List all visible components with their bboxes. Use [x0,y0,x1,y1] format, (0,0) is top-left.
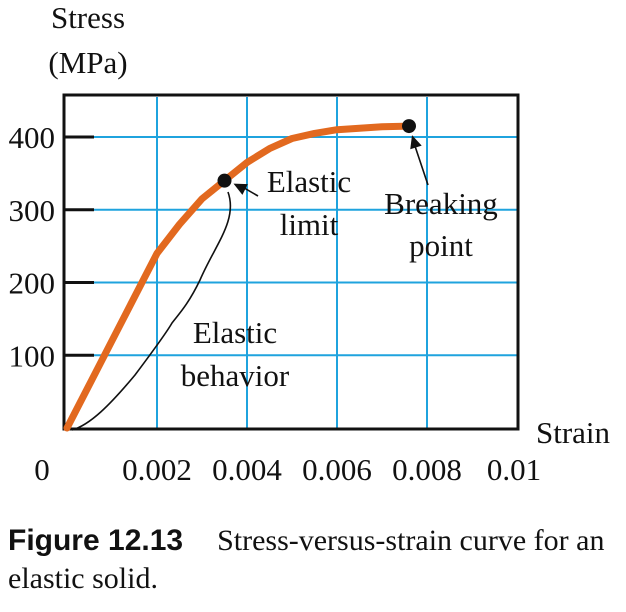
y-axis-label-line-2: (MPa) [48,45,127,80]
y-axis-label-line-1: Stress [51,0,125,35]
x-tick-label: 0.002 [122,452,192,487]
y-tick-label: 400 [9,120,56,155]
x-tick-label: 0.004 [212,452,282,487]
elastic-limit-arrowhead [233,183,248,195]
axis-layer [62,93,520,431]
stress-strain-curve [63,122,413,432]
y-tick-labels: 100 200 300 400 [9,120,56,373]
breaking-point-marker [402,119,416,134]
x-tick-label: 0.008 [392,452,462,487]
elastic-behavior-brace [71,191,232,431]
breaking-point-label-line-1: Breaking [384,186,498,221]
x-tick-labels: 0 0.002 0.004 0.006 0.008 0.01 [34,452,541,487]
elastic-limit-label-line-2: limit [280,207,339,242]
elastic-limit-label-line-1: Elastic [267,164,351,199]
y-tick-label: 200 [9,266,56,301]
y-tick-label: 300 [9,193,56,228]
x-tick-label: 0 [34,452,50,487]
elastic-behavior-label-line-2: behavior [181,358,290,393]
x-axis-label: Strain [536,415,611,450]
figure-label: Figure 12.13 [8,524,184,557]
x-tick-label: 0.01 [487,452,541,487]
annotation-lines [71,135,429,431]
figure-caption-text: Stress-versus-strain curve for an elasti… [8,524,605,595]
elastic-limit-point [217,173,232,188]
elastic-behavior-label-line-1: Elastic [193,315,277,350]
breaking-point-label-line-2: point [409,228,473,263]
breaking-point-arrowhead [410,135,422,150]
x-tick-label: 0.006 [302,452,372,487]
marked-points [217,119,416,188]
plot-frame [62,93,520,431]
y-tick-label: 100 [9,338,56,373]
figure-caption: Figure 12.13 Stress-versus-strain curve f… [8,522,618,598]
